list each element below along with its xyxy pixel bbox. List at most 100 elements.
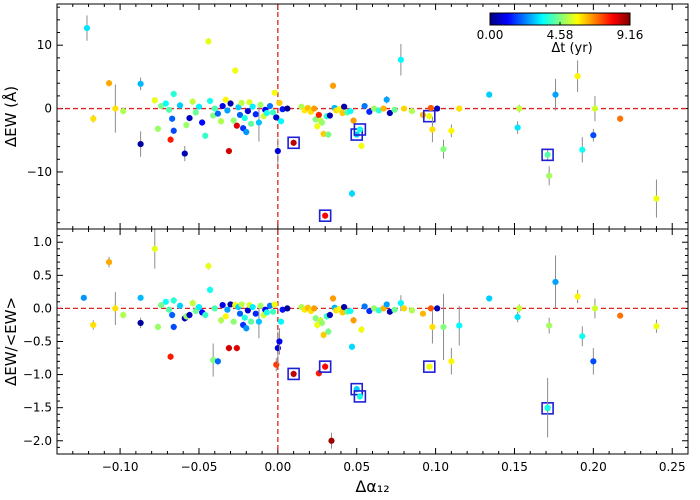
data-point: [233, 122, 240, 129]
point-marker: [391, 306, 398, 313]
point-marker: [202, 132, 209, 139]
top-panel-frame: [56, 3, 689, 230]
data-point: [266, 302, 274, 309]
point-marker: [105, 80, 113, 87]
y-tick-label: 0.0: [33, 301, 52, 315]
point-marker: [347, 108, 354, 115]
data-point: [546, 166, 553, 186]
point-marker: [205, 38, 212, 45]
point-marker: [235, 104, 242, 111]
data-point: [263, 109, 270, 117]
data-point: [579, 326, 586, 347]
top-panel-points: [83, 15, 660, 222]
data-point: [277, 318, 285, 325]
data-point: [591, 95, 599, 122]
point-marker: [361, 303, 368, 310]
point-marker: [574, 293, 581, 300]
data-point: [617, 115, 624, 122]
point-marker: [579, 333, 586, 340]
data-point: [241, 314, 248, 321]
point-marker: [358, 326, 365, 333]
point-marker: [397, 300, 404, 307]
data-point: [591, 298, 599, 319]
point-marker: [328, 437, 335, 444]
point-marker: [546, 322, 553, 329]
point-marker: [314, 321, 321, 329]
data-point: [249, 303, 256, 311]
data-point: [366, 307, 373, 315]
point-marker: [219, 102, 226, 110]
data-point: [255, 305, 263, 339]
data-point: [397, 295, 404, 312]
data-point: [230, 318, 237, 325]
data-point: [217, 118, 225, 125]
data-point: [329, 82, 337, 89]
data-point: [270, 109, 277, 116]
point-marker: [170, 297, 177, 304]
data-point: [167, 353, 174, 361]
data-point: [380, 105, 387, 112]
point-marker: [244, 108, 251, 115]
data-point: [186, 311, 193, 319]
data-point-boxed: [353, 123, 367, 136]
y-tick-label: 1.0: [33, 235, 52, 249]
point-marker: [314, 123, 321, 130]
point-marker: [170, 323, 177, 331]
data-point: [225, 344, 233, 352]
point-marker: [341, 303, 348, 311]
data-point: [170, 90, 177, 98]
point-marker: [170, 90, 177, 98]
data-point: [350, 317, 357, 324]
data-point: [311, 105, 318, 112]
data-point: [311, 305, 318, 312]
point-marker: [400, 305, 408, 312]
data-point: [112, 84, 119, 133]
point-marker: [591, 105, 599, 112]
point-marker: [241, 114, 248, 122]
point-marker: [350, 117, 357, 124]
data-point: [427, 305, 434, 312]
point-marker: [236, 111, 244, 119]
bottom-y-axis-label: ΔEW/<EW>: [2, 297, 20, 386]
data-point: [167, 136, 174, 143]
point-marker: [311, 305, 318, 312]
point-marker: [271, 301, 278, 308]
data-point: [176, 102, 184, 109]
point-marker: [591, 305, 599, 312]
data-point: [516, 304, 523, 313]
point-marker: [579, 146, 586, 153]
x-axis-label: Δα₁₂: [355, 477, 389, 496]
data-point: [224, 306, 231, 313]
y-tick-label: 0.5: [33, 268, 52, 282]
box-marker: [353, 123, 367, 136]
data-point: [252, 310, 259, 317]
data-point: [348, 189, 356, 198]
data-point: [276, 328, 283, 355]
data-point: [590, 348, 597, 375]
data-point: [169, 115, 176, 122]
point-marker: [255, 318, 263, 325]
data-point: [574, 60, 581, 93]
data-point: [244, 108, 251, 115]
data-point: [274, 331, 281, 365]
colorbar: 0.00 4.58 9.16 Δt (yr): [477, 12, 643, 56]
data-point: [434, 105, 441, 112]
data-point: [205, 262, 212, 270]
data-point: [408, 307, 416, 314]
data-point-boxed: [318, 360, 332, 373]
point-marker: [105, 258, 113, 266]
data-point: [361, 303, 368, 310]
point-marker: [486, 91, 493, 98]
x-tick-label: 0.00: [264, 460, 291, 474]
data-point: [236, 111, 244, 119]
data-point: [186, 114, 193, 122]
point-marker: [339, 309, 346, 316]
bottom-panel-ticks: −0.10 −0.05 0.00 0.05 0.10 0.15 0.20 0.25 −2.0 −1…: [23, 228, 689, 474]
point-marker: [375, 107, 382, 114]
data-point: [238, 301, 245, 308]
data-point: [370, 105, 378, 112]
data-point: [318, 319, 326, 327]
point-marker: [230, 117, 237, 124]
point-marker: [311, 105, 318, 112]
